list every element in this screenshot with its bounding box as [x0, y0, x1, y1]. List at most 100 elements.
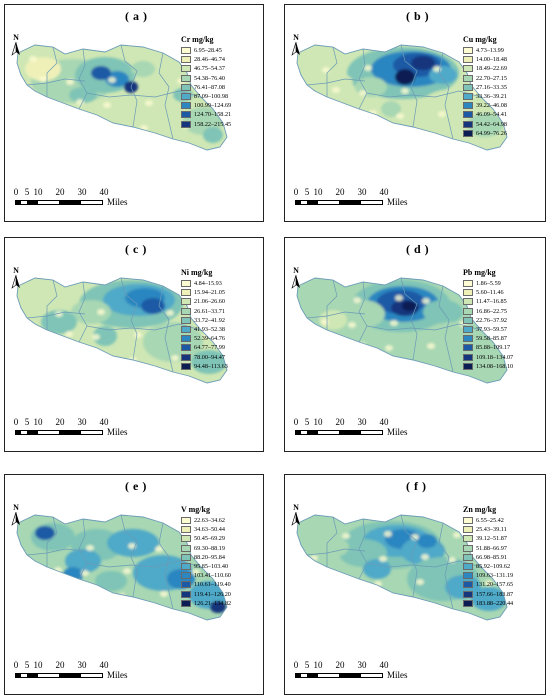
panel-label: ( c ): [125, 242, 147, 256]
scale-bar: 0 5 10 20 30 40 Miles: [294, 187, 415, 207]
legend-swatch: [463, 517, 473, 525]
legend-swatch: [463, 599, 473, 607]
low-spot: [34, 101, 42, 107]
legend-range: 88.20–95.84: [194, 553, 225, 561]
scale-unit: Miles: [107, 670, 128, 680]
legend: Cr mg/kg 6.95–28.45 28.46–46.74 46.75–54.37…: [181, 35, 231, 129]
scale-ticks: 0 5 10 20 30 40: [13, 660, 135, 671]
low-spot: [155, 546, 163, 552]
scale-ticks: 0 5 10 20 30 40: [14, 187, 135, 198]
low-spot: [65, 331, 73, 337]
scale-tick-label: 30: [357, 660, 367, 670]
interpolation-map: [16, 277, 228, 384]
legend-range: 26.61–33.71: [194, 307, 225, 315]
legend-range: 69.30–88.19: [194, 544, 225, 552]
low-spot: [66, 79, 74, 85]
north-arrow-icon: N: [291, 503, 301, 528]
low-spot: [102, 354, 110, 360]
legend-range: 76.41–87.08: [194, 83, 225, 91]
scale-tick-label: 5: [24, 660, 30, 670]
interpolation-map: [16, 514, 228, 621]
scale-tick-label: 10: [313, 660, 323, 670]
scale-ticks: 0 5 10 20 30 40: [293, 660, 415, 671]
legend-swatch: [181, 553, 191, 561]
scale-tick-label: 30: [357, 417, 367, 427]
legend-entry: 33.36–39.21: [463, 92, 507, 101]
low-spot: [86, 545, 94, 551]
legend-range: 22.63–34.62: [194, 517, 225, 524]
legend-entry: 18.49–22.69: [463, 64, 507, 73]
legend-entry: 33.72–41.92: [181, 316, 228, 325]
class-zone: [321, 73, 353, 93]
legend-entry: 64.77–77.99: [181, 343, 228, 352]
legend-title: Cr mg/kg: [181, 35, 214, 44]
low-spot: [39, 76, 47, 82]
class-zone: [131, 61, 155, 77]
legend-swatch: [181, 590, 191, 598]
low-spot: [438, 111, 446, 117]
scale-tick-label: 30: [357, 187, 367, 197]
map-panel-2: ( c ) N Ni mg/kg 4.84–15.93 15.94–21.05 21.06…: [4, 237, 264, 452]
scale-tick-label: 20: [335, 187, 345, 197]
legend-entry: 21.06–26.60: [181, 297, 228, 306]
legend-range: 95.85–103.40: [194, 562, 229, 570]
legend-range: 33.36–39.21: [476, 92, 507, 100]
class-zone: [63, 567, 83, 583]
low-spot: [49, 592, 57, 598]
legend-title: Pb mg/kg: [463, 268, 496, 277]
scale-tick-label: 5: [24, 417, 30, 427]
scale-tick-label: 20: [55, 660, 65, 670]
legend-entry: 109.63–131.19: [463, 571, 513, 580]
scale-bar: 0 5 10 20 30 40 Miles: [14, 417, 135, 437]
legend-entry: 4.84–15.93: [181, 279, 228, 288]
low-spot: [390, 320, 398, 326]
legend-entry: 131.20–157.65: [463, 580, 513, 589]
scale-ticks: 0 5 10 20 30 40: [294, 187, 415, 198]
low-spot: [342, 533, 350, 539]
scale-bar-graphic: [15, 199, 103, 205]
legend-range: 59.58–85.87: [476, 335, 507, 343]
north-letter: N: [293, 33, 299, 42]
class-zone: [107, 529, 159, 557]
legend-swatch: [463, 581, 473, 589]
low-spot: [316, 344, 324, 350]
panel-label: ( d ): [406, 242, 430, 256]
low-spot: [128, 543, 136, 549]
legend-swatch: [463, 102, 473, 110]
scale-tick-label: 0: [13, 660, 19, 670]
low-spot: [134, 332, 142, 338]
class-zone: [417, 534, 437, 548]
scale-tick-label: 5: [304, 417, 310, 427]
legend-swatch: [463, 111, 473, 119]
legend-entry: 37.93–59.57: [463, 325, 513, 334]
legend-entry: 87.09–100.98: [181, 92, 231, 101]
class-zone: [91, 66, 111, 80]
legend-range: 1.86–5.59: [476, 280, 501, 287]
low-spot: [411, 534, 419, 540]
legend-entry: 69.30–88.19: [181, 544, 231, 553]
scale-tick-label: 0: [293, 660, 299, 670]
legend-entry: 183.88–220.44: [463, 599, 513, 608]
legend-range: 22.76–37.92: [476, 316, 507, 324]
panel-label: ( e ): [125, 479, 147, 493]
scale-bar-graphic: [15, 429, 103, 435]
legend-swatch: [181, 326, 191, 334]
legend-swatch: [463, 344, 473, 352]
scale-tick-label: 40: [379, 187, 389, 197]
scale-tick-label: 40: [99, 417, 109, 427]
legend-swatch: [181, 65, 191, 73]
legend-swatch: [463, 129, 473, 137]
legend-range: 183.88–220.44: [476, 599, 514, 607]
scale-bar: 0 5 10 20 30 40 Miles: [294, 417, 415, 437]
legend-entry: 46.09–54.41: [463, 110, 507, 119]
low-spot: [401, 88, 409, 94]
class-zone: [25, 57, 61, 81]
scale-tick-label: 10: [33, 417, 43, 427]
scale-unit: Miles: [107, 197, 128, 207]
map-panel-0: ( a ) N Cr mg/kg 6.95–28.45 28.46–46.74 46.75…: [4, 4, 264, 222]
scale-tick-label: 40: [379, 417, 389, 427]
low-spot: [379, 556, 387, 562]
legend-entry: 54.42–64.98: [463, 120, 507, 129]
legend-entry: 11.47–16.85: [463, 297, 513, 306]
legend-swatch: [181, 280, 191, 288]
